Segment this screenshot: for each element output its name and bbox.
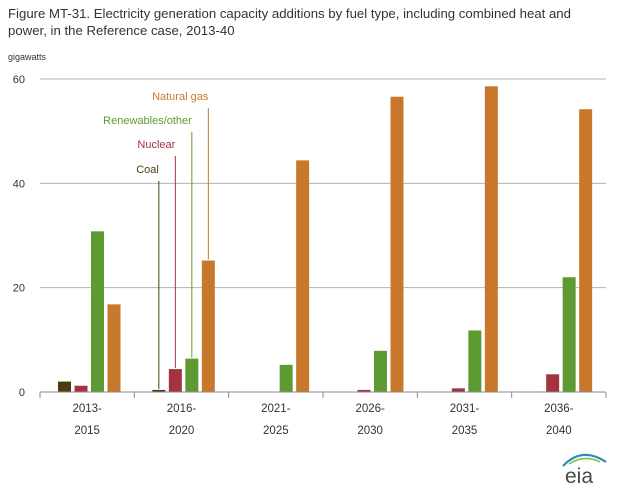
x-axis: [39, 391, 607, 398]
x-tick-label: 2040: [546, 425, 572, 437]
x-tick-label: 2020: [169, 425, 195, 437]
eia-logo: eia: [560, 452, 610, 488]
gridlines: [40, 78, 606, 289]
x-tick-label: 2015: [74, 425, 100, 437]
legend-label: Coal: [136, 164, 159, 176]
inline-legend: Coal Nuclear Renewables/other Natural gas: [103, 91, 209, 389]
y-tick-label: 20: [13, 283, 25, 295]
bar-nuclear: [74, 385, 88, 392]
bar-nuclear: [546, 374, 560, 392]
x-tick-label: 2016-: [167, 403, 197, 415]
legend-label: Renewables/other: [103, 115, 192, 127]
chart-title: Figure MT-31. Electricity generation cap…: [8, 6, 571, 38]
x-tick-label: 2025: [263, 425, 289, 437]
y-tick-labels: 0 20 40 60: [13, 74, 25, 399]
legend-label: Nuclear: [137, 139, 175, 151]
y-tick-label: 0: [19, 387, 25, 399]
bar-natural-gas: [579, 109, 593, 393]
bar-nuclear: [357, 389, 371, 392]
bar-nuclear: [168, 369, 182, 392]
x-tick-label: 2031-: [450, 403, 480, 415]
y-axis-label: gigawatts: [8, 52, 47, 62]
bar-renewables-other: [562, 277, 576, 392]
x-tick-label: 2013-: [72, 403, 102, 415]
bar-renewables-other: [374, 350, 387, 392]
bar-natural-gas: [107, 304, 121, 392]
x-tick-labels: 2013- 2015 2016- 2020 2021- 2025 2026- 2030 2031…: [72, 403, 573, 437]
bar-nuclear: [451, 388, 465, 392]
y-tick-label: 60: [13, 74, 25, 86]
x-tick-label: 2035: [452, 425, 478, 437]
bar-renewables-other: [91, 231, 104, 392]
logo-text: eia: [565, 465, 593, 486]
x-tick-label: 2030: [357, 425, 383, 437]
bar-natural-gas: [390, 96, 404, 392]
x-tick-label: 2026-: [355, 403, 385, 415]
bar-renewables-other: [279, 364, 293, 392]
x-tick-label: 2021-: [261, 403, 291, 415]
bars: [58, 86, 593, 393]
bar-natural-gas: [201, 260, 215, 392]
x-tick-label: 2036-: [544, 403, 574, 415]
bar-renewables-other: [185, 358, 199, 392]
eia-logo-icon: eia: [562, 453, 607, 488]
bar-coal: [58, 381, 71, 392]
y-tick-label: 40: [13, 178, 25, 190]
bar-natural-gas: [484, 86, 498, 392]
bar-coal: [152, 389, 166, 392]
bar-renewables-other: [468, 330, 482, 392]
bar-natural-gas: [296, 160, 310, 392]
legend-label: Natural gas: [152, 91, 209, 103]
